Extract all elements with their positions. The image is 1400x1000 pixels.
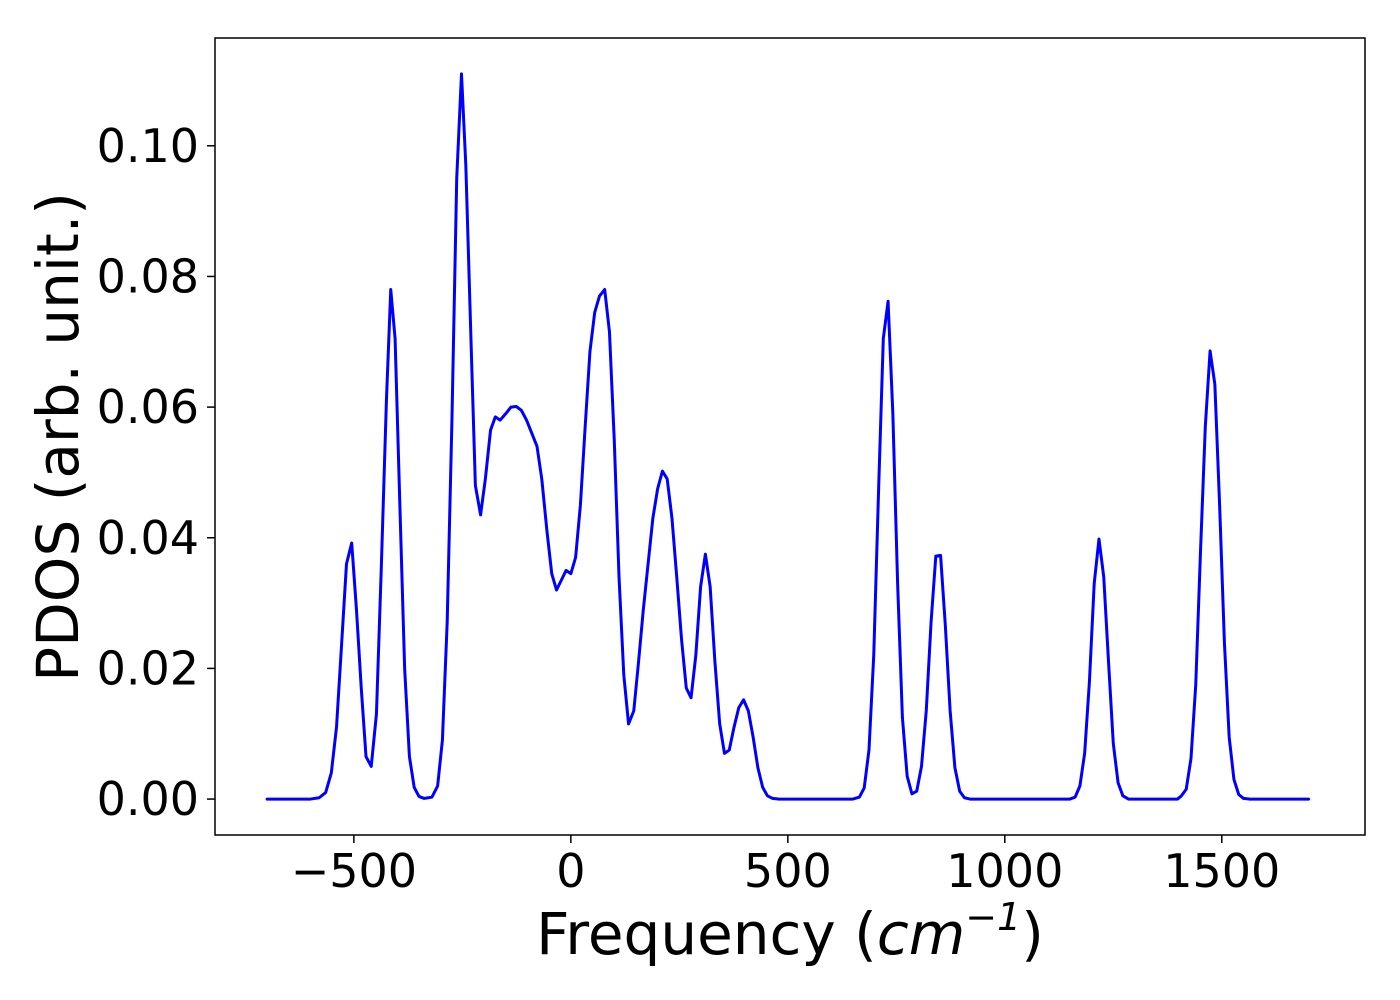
x-tick-label: −500 xyxy=(291,844,417,898)
x-tick-label: 1500 xyxy=(1163,844,1280,898)
pdos-series-line xyxy=(265,72,1311,801)
y-tick-label: 0.04 xyxy=(97,511,199,565)
x-axis-ticks: −500 0 500 1000 1500 xyxy=(291,835,1280,898)
x-tick-label: 0 xyxy=(556,844,585,898)
y-tick-label: 0.06 xyxy=(97,380,199,434)
plot-frame xyxy=(214,37,1366,836)
y-tick-label: 0.02 xyxy=(97,641,199,695)
y-tick-label: 0.00 xyxy=(97,772,199,826)
y-tick-label: 0.08 xyxy=(97,249,199,303)
y-tick-label: 0.10 xyxy=(97,119,199,173)
x-axis-label: Frequency (cm−1) xyxy=(536,895,1044,968)
y-axis-ticks: 0.00 0.02 0.04 0.06 0.08 0.10 xyxy=(97,119,215,826)
x-tick-label: 1000 xyxy=(946,844,1063,898)
x-tick-label: 500 xyxy=(744,844,832,898)
y-axis-label: PDOS (arb. unit.) xyxy=(24,192,92,682)
